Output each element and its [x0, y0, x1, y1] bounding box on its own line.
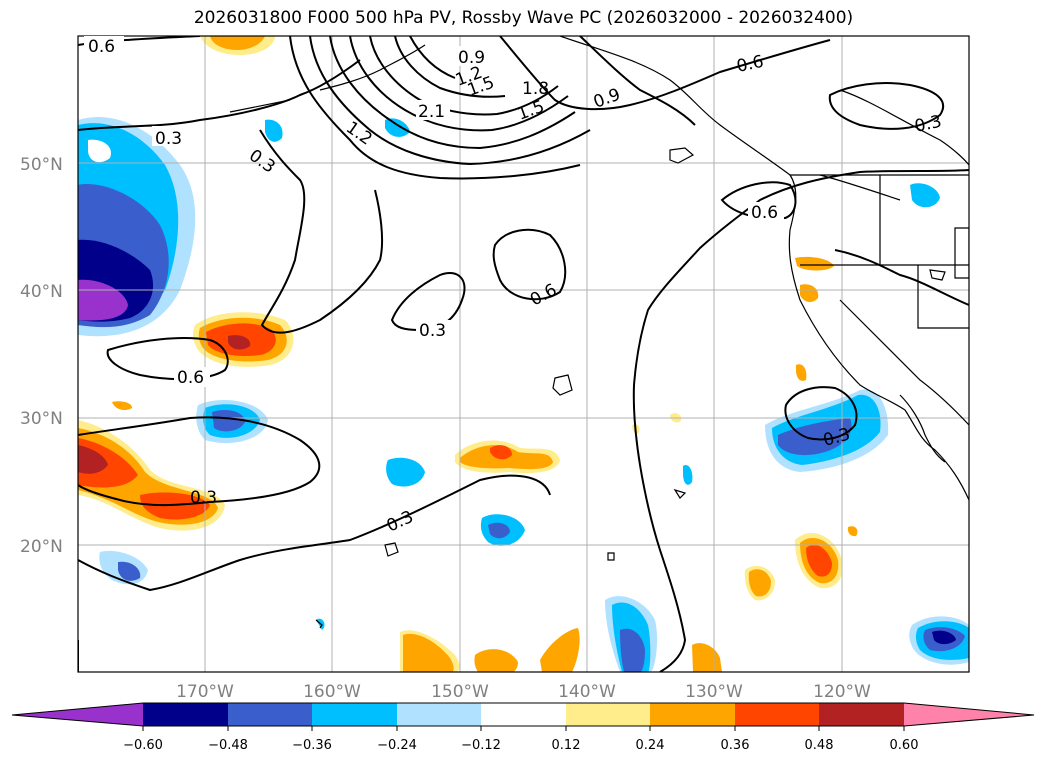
anomaly-21n-pos-dot: [847, 526, 858, 537]
chart-title: 2026031800 F000 500 hPa PV, Rossby Wave …: [193, 8, 854, 28]
lon-label-120w: 120°W: [813, 682, 871, 702]
colorbar-tick-label: −0.48: [208, 738, 248, 753]
coastlines: [229, 36, 969, 629]
anomaly-17n-pos-2: [748, 569, 771, 597]
anomaly-40n-pos: [800, 284, 819, 302]
anomaly-25n-neg: [386, 457, 425, 487]
anomaly-26n-mid-pos-3: [490, 445, 512, 460]
anomaly-10n-pos: [474, 649, 518, 672]
colorbar-segment: [481, 703, 566, 726]
colorbar-tick-label: −0.36: [292, 738, 332, 753]
anomaly-37n-pos-4: [228, 335, 251, 350]
colorbar-tick-label: 0.60: [890, 738, 919, 753]
contour-label: 0.3: [190, 488, 217, 508]
map-frame: [77, 35, 970, 673]
colorbar-tick-label: 0.48: [805, 738, 834, 753]
anomaly-west-hole: [88, 139, 111, 163]
contour-label: 0.9: [458, 48, 485, 68]
contour-label: 1.8: [522, 79, 549, 99]
colorbar-segment: [143, 703, 228, 726]
colorbar-segment: [819, 703, 904, 726]
anomaly-58n-pos-2: [210, 36, 265, 50]
colorbar-segment: [735, 703, 819, 726]
colorbar-under-triangle: [12, 703, 143, 726]
lon-label-160w: 160°W: [303, 682, 361, 702]
lat-label-50n: 50°N: [20, 155, 63, 175]
anomaly-31n-pos-small: [112, 401, 132, 410]
anomaly-53n-neg: [265, 119, 283, 142]
anomaly-53n-neg-2: [385, 118, 410, 137]
contour-label: 0.3: [419, 321, 446, 341]
anomaly-19n-pos-3: [806, 544, 832, 577]
lat-label-40n: 40°N: [20, 282, 63, 302]
lat-label-20n: 20°N: [20, 537, 63, 557]
anomaly-28n-neg-3: [778, 418, 852, 456]
colorbar-over-triangle: [904, 703, 1034, 726]
anomaly-12n-neg-3: [620, 628, 645, 672]
colorbar-tick-label: −0.60: [123, 738, 163, 753]
anomaly-11n-pos-2: [403, 633, 454, 672]
anomaly-49n-neg: [910, 183, 940, 208]
anomaly-21n-neg-2: [488, 522, 510, 539]
colorbar-tick-label: −0.12: [461, 738, 501, 753]
colorbar-tick-label: 0.12: [552, 738, 581, 753]
lon-label-170w: 170°W: [176, 682, 234, 702]
colorbar: −0.60 −0.48 −0.36 −0.24 −0.12 0.12 0.24 …: [11, 702, 1035, 753]
colorbar-segment: [312, 703, 397, 726]
colorbar-segment: [397, 703, 481, 726]
anomaly-23n-pos: [140, 492, 210, 520]
anomaly-13n-neg-4: [932, 630, 956, 645]
anomaly-26n-neg: [683, 464, 693, 485]
pv-contours: [78, 36, 969, 672]
map-content: [78, 36, 969, 672]
colorbar-tick-label: 0.24: [636, 738, 665, 753]
anomaly-31n-neg-3: [212, 410, 245, 432]
anomaly-26n-pos-4: [78, 445, 108, 474]
negative-anomalies: [78, 117, 969, 672]
anomaly-17n-neg-2: [118, 561, 141, 581]
anomaly-10n-pos-2: [540, 628, 580, 672]
contour-label: 0.6: [751, 203, 778, 223]
colorbar-segment: [650, 703, 735, 726]
lon-label-140w: 140°W: [558, 682, 616, 702]
lon-label-150w: 150°W: [431, 682, 489, 702]
colorbar-segment: [228, 703, 312, 726]
colorbar-tick-label: −0.24: [377, 738, 417, 753]
contour-label: 2.1: [418, 102, 445, 122]
contour-label: 0.6: [177, 368, 204, 388]
longitude-labels: 170°W 160°W 150°W 140°W 130°W 120°W: [176, 682, 871, 702]
lon-label-130w: 130°W: [685, 682, 743, 702]
lat-label-30n: 30°N: [20, 409, 63, 429]
colorbar-segment: [566, 703, 650, 726]
positive-anomalies: [78, 36, 858, 672]
colorbar-tick-label: 0.36: [721, 738, 750, 753]
latitude-labels: 50°N 40°N 30°N 20°N: [20, 155, 63, 557]
contour-label: 0.6: [88, 37, 115, 57]
anomaly-42n-pos: [795, 256, 834, 271]
contour-label: 0.3: [155, 129, 182, 149]
anomaly-33n-pos: [796, 364, 807, 381]
